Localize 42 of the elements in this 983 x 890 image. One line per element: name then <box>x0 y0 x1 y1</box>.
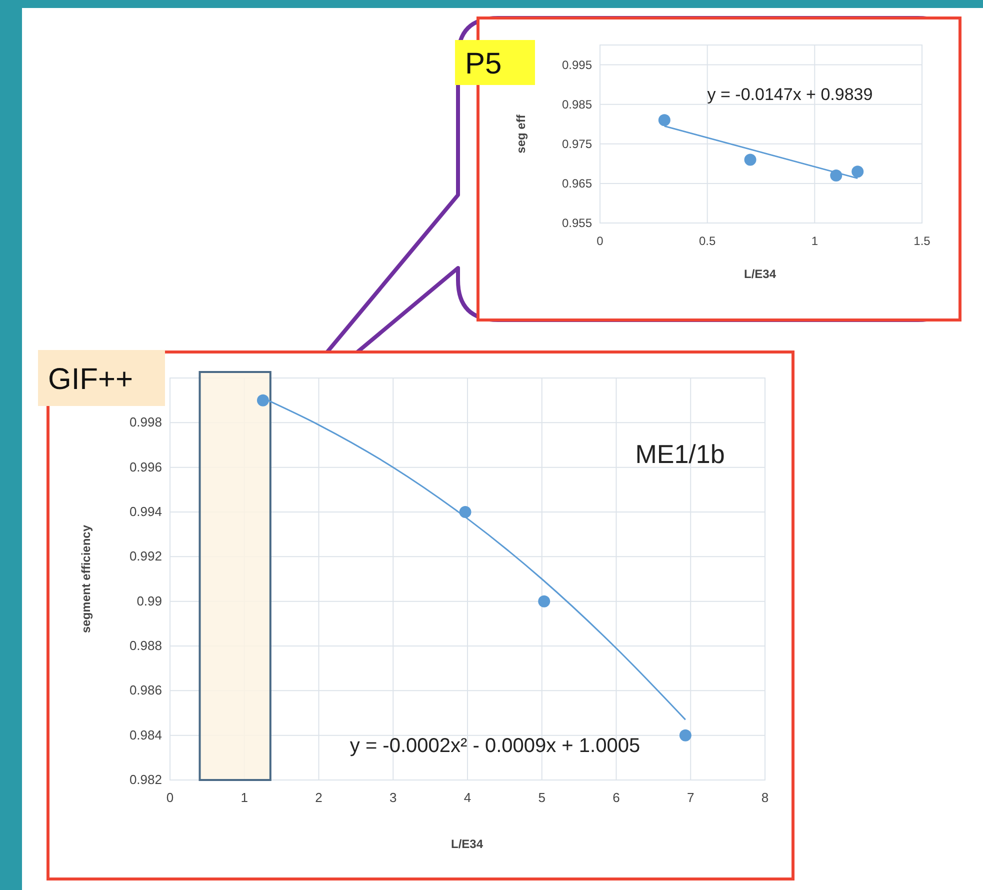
y-tick-label: 0.955 <box>562 216 592 230</box>
x-tick-label: 2 <box>315 790 322 805</box>
x-tick-label: 1.5 <box>914 234 931 248</box>
x-axis-title: L/E34 <box>450 837 484 851</box>
point <box>658 114 670 126</box>
x-tick-label: 7 <box>687 790 694 805</box>
x-tick-label: 0.5 <box>698 234 716 248</box>
annotation: ME1/1b <box>635 439 725 469</box>
point <box>852 166 864 178</box>
annotation: y = -0.0147x + 0.9839 <box>707 85 873 104</box>
y-tick-label: 0.984 <box>129 727 162 742</box>
x-tick-label: 0 <box>166 790 174 805</box>
x-tick-label: 4 <box>464 790 472 805</box>
x-tick-label: 1 <box>811 234 818 248</box>
x-tick-label: 3 <box>390 790 397 805</box>
y-tick-label: 0.975 <box>562 136 592 151</box>
x-axis-title: L/E34 <box>744 267 776 281</box>
chart-title: GIF++ <box>48 362 134 396</box>
y-tick-label: 0.988 <box>129 638 162 653</box>
y-axis-title: segment efficiency <box>79 524 93 634</box>
point <box>256 394 269 406</box>
y-tick-label: 0.996 <box>129 459 162 474</box>
y-tick-label: 0.995 <box>562 58 592 72</box>
annotation: y = -0.0002x² - 0.0009x + 1.0005 <box>350 735 640 757</box>
x-tick-label: 6 <box>612 790 620 805</box>
point <box>538 595 550 608</box>
x-tick-label: 5 <box>538 790 546 805</box>
y-tick-label: 0.998 <box>129 414 162 430</box>
y-tick-label: 0.985 <box>562 97 592 112</box>
y-tick-label: 0.986 <box>129 682 162 698</box>
x-tick-label: 1 <box>240 790 248 805</box>
point <box>679 729 692 742</box>
chart-title: P5 <box>465 47 502 80</box>
y-axis-title: seg eff <box>514 114 528 154</box>
y-tick-label: 0.992 <box>129 548 162 564</box>
y-tick-label: 0.99 <box>136 593 162 608</box>
y-tick-label: 0.982 <box>129 772 162 787</box>
x-tick-label: 0 <box>596 234 604 248</box>
point <box>744 154 756 166</box>
y-tick-label: 0.965 <box>562 176 592 190</box>
y-tick-label: 0.994 <box>129 504 162 519</box>
x-tick-label: 8 <box>761 790 769 805</box>
